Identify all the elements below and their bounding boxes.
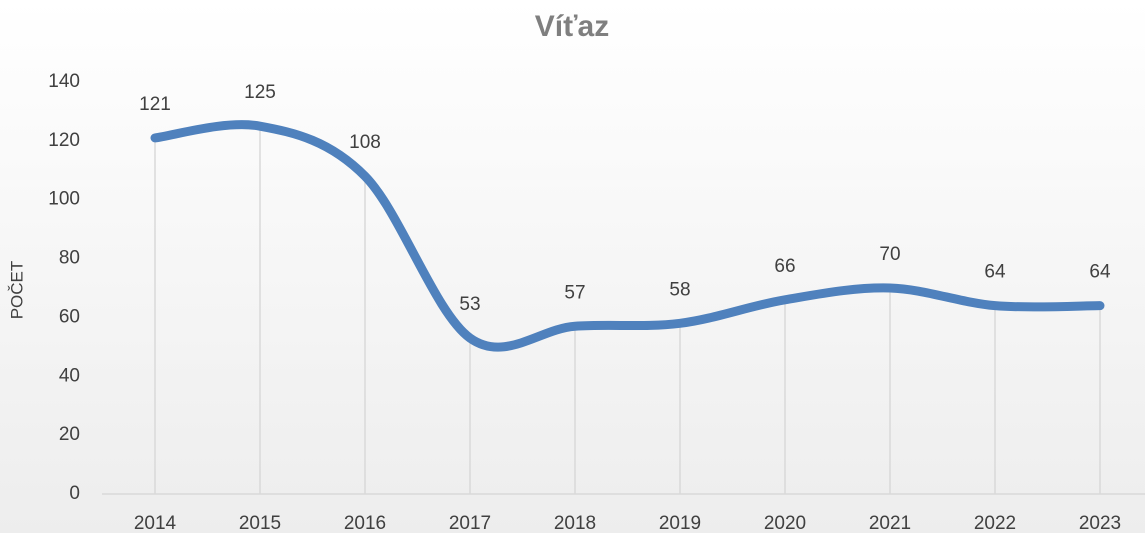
x-tick-label: 2018	[554, 513, 596, 533]
y-tick-label: 120	[48, 130, 80, 151]
data-label: 64	[1089, 262, 1111, 283]
data-label: 53	[459, 294, 480, 315]
data-label: 57	[564, 282, 585, 303]
y-tick-label: 100	[48, 189, 80, 210]
x-tick-label: 2017	[449, 513, 491, 533]
x-tick-label: 2016	[344, 513, 386, 533]
x-tick-label: 2023	[1079, 513, 1121, 533]
data-label: 108	[349, 132, 381, 153]
x-tick-label: 2022	[974, 513, 1016, 533]
data-label: 64	[984, 262, 1006, 283]
line	[150, 120, 1105, 352]
y-tick-label: 60	[59, 306, 80, 327]
data-label: 66	[774, 256, 795, 277]
y-tick-label: 140	[48, 71, 80, 92]
chart-title: Víťaz	[535, 10, 609, 43]
x-tick-label: 2019	[659, 513, 701, 533]
data-label: 58	[669, 279, 690, 300]
y-tick-label: 20	[59, 424, 80, 445]
x-tick-label: 2021	[869, 513, 911, 533]
x-tick-label: 2015	[239, 513, 281, 533]
data-label: 70	[879, 244, 900, 265]
x-tick-label: 2020	[764, 513, 806, 533]
y-axis-label: POČET	[7, 261, 26, 320]
data-label: 125	[244, 82, 276, 103]
y-tick-label: 0	[69, 483, 80, 504]
y-tick-label: 80	[59, 248, 80, 269]
y-tick-label: 40	[59, 365, 80, 386]
x-tick-label: 2014	[134, 513, 177, 533]
data-label: 121	[139, 94, 171, 115]
